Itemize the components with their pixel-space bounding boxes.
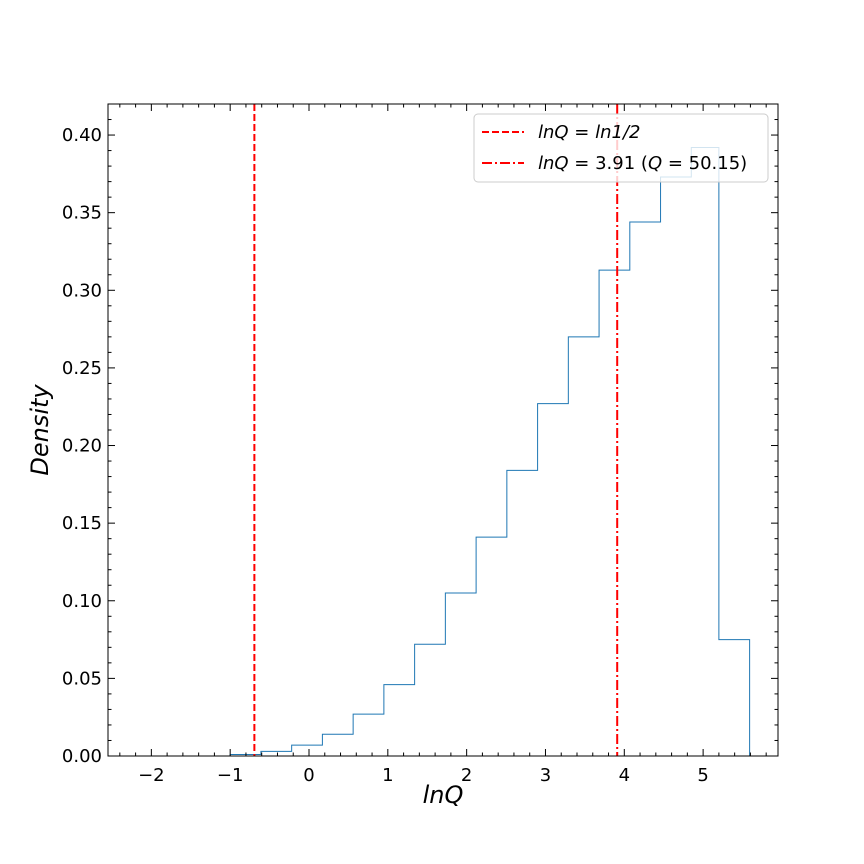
y-axis-label: Density [26, 384, 54, 476]
legend-entry-q-var: Q [648, 153, 662, 174]
legend-entry-ln-half-rhs: ln1/2 [595, 122, 640, 143]
x-tick-label-0: −2 [138, 765, 165, 786]
legend-entry-q-value-num: 3.91 [595, 153, 635, 174]
y-tick-label-3: 0.15 [62, 513, 102, 534]
legend: lnQ = ln1/2 lnQ = 3.91 (Q = 50.15) [473, 113, 769, 183]
x-axis-label: lnQ [423, 781, 464, 809]
y-tick-label-0: 0.00 [62, 746, 102, 767]
x-tick-label-3: 1 [382, 765, 393, 786]
x-tick-label-2: 0 [303, 765, 314, 786]
x-tick-label-7: 5 [697, 765, 708, 786]
y-tick-label-6: 0.30 [62, 280, 102, 301]
legend-entry-ln-half: lnQ = ln1/2 [538, 122, 641, 143]
axis-ticks: −2 −1 0 1 2 3 4 5 0.00 0.05 0.10 0.15 0.20 0.25 0.30 0.… [62, 103, 778, 786]
legend-entry-q-value: lnQ = 3.91 (Q = 50.15) [538, 153, 747, 174]
y-tick-label-7: 0.35 [62, 203, 102, 224]
legend-entry-q-lhs: lnQ [538, 153, 569, 174]
x-tick-label-4: 2 [461, 765, 472, 786]
reference-lines [253, 104, 619, 756]
y-tick-label-8: 0.40 [62, 125, 102, 146]
legend-entry-q-exp: 50.15 [689, 153, 741, 174]
x-tick-label-1: −1 [217, 765, 244, 786]
legend-entry-ln-half-lhs: lnQ [538, 122, 569, 143]
y-tick-label-1: 0.05 [62, 668, 102, 689]
y-tick-label-4: 0.20 [62, 436, 102, 457]
x-tick-label-6: 4 [619, 765, 630, 786]
legend-box [473, 113, 769, 183]
y-tick-label-5: 0.25 [62, 358, 102, 379]
y-tick-label-2: 0.10 [62, 591, 102, 612]
x-tick-label-5: 3 [540, 765, 551, 786]
